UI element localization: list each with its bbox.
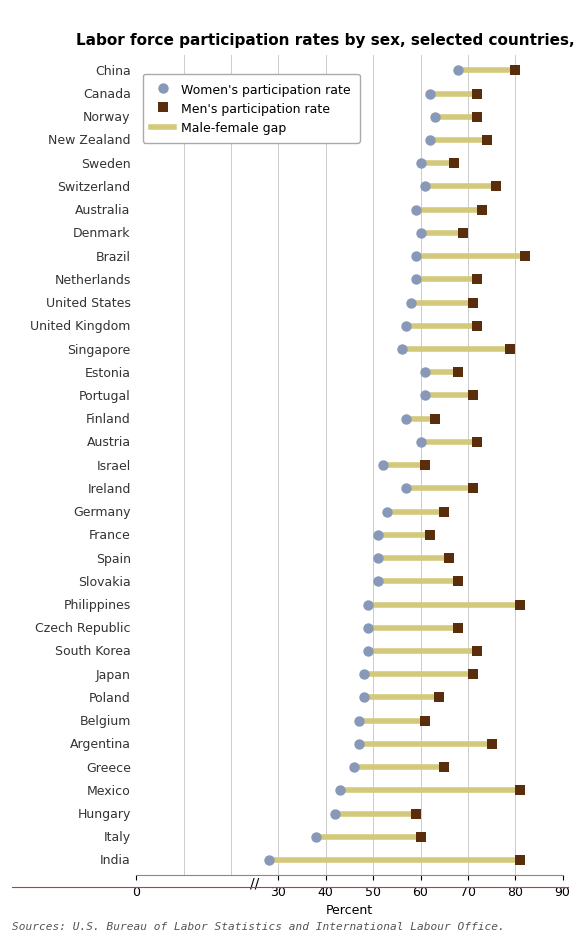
Text: //: // xyxy=(250,875,259,889)
Title: Labor force participation rates by sex, selected countries, 2010: Labor force participation rates by sex, … xyxy=(76,33,580,48)
X-axis label: Percent: Percent xyxy=(326,903,373,916)
Legend: Women's participation rate, Men's participation rate, Male-female gap: Women's participation rate, Men's partic… xyxy=(143,75,360,143)
Text: Sources: U.S. Bureau of Labor Statistics and International Labour Office.: Sources: U.S. Bureau of Labor Statistics… xyxy=(12,921,505,931)
